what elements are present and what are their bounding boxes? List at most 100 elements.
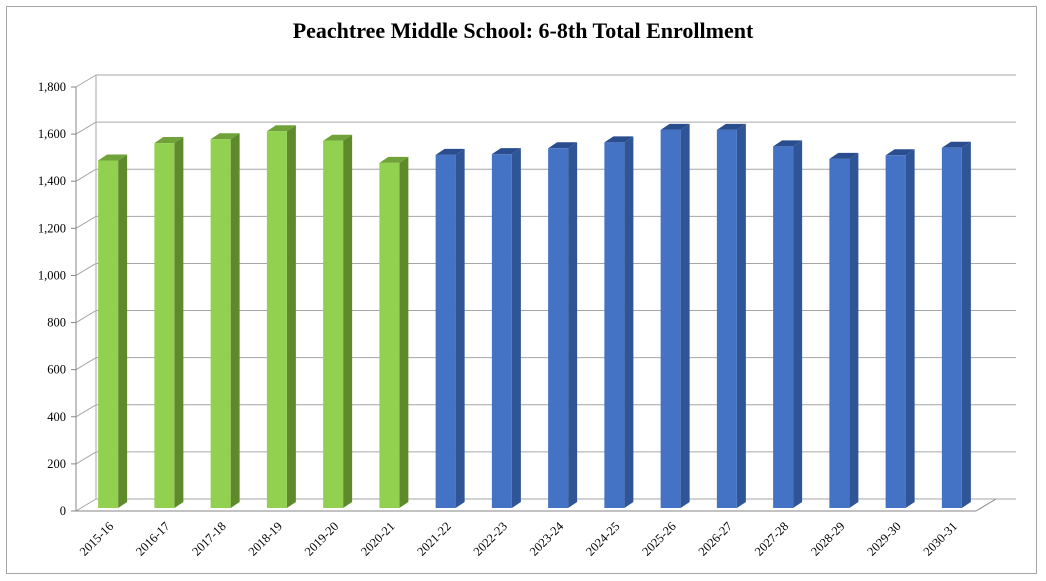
bar-side bbox=[399, 156, 409, 509]
bar-side bbox=[849, 152, 859, 508]
x-tick-label: 2024-25 bbox=[583, 519, 622, 558]
gridline-depth bbox=[75, 357, 97, 371]
y-tick-label: 1,800 bbox=[38, 80, 66, 94]
bar-top bbox=[773, 140, 803, 147]
x-tick-label: 2015-16 bbox=[77, 519, 116, 558]
gridline-depth bbox=[75, 498, 97, 512]
gridline-depth bbox=[75, 74, 97, 88]
bar-2020-21 bbox=[379, 156, 409, 509]
bar-2026-27 bbox=[716, 123, 746, 509]
bar-side bbox=[624, 136, 634, 508]
bar-top bbox=[941, 141, 971, 148]
x-tick-label: 2018-19 bbox=[246, 519, 285, 558]
bar-2018-19 bbox=[266, 125, 296, 509]
y-tick-label: 400 bbox=[47, 410, 66, 424]
bar-front bbox=[829, 158, 850, 508]
bar-top bbox=[98, 154, 128, 161]
floor-edge bbox=[975, 498, 997, 512]
bar-top bbox=[266, 125, 296, 132]
y-axis-ticks: 0 200 400 600 800 1,000 1,200 1,400 1,600 1,800 bbox=[38, 80, 66, 518]
bar-front bbox=[941, 147, 962, 509]
bar-side bbox=[230, 133, 240, 508]
bar-side bbox=[736, 123, 746, 509]
bar-side bbox=[680, 123, 690, 509]
bar-front bbox=[323, 140, 344, 508]
bar-top bbox=[829, 152, 859, 159]
x-tick-label: 2020-21 bbox=[358, 519, 397, 558]
x-tick-label: 2019-20 bbox=[302, 519, 341, 558]
gridline-depth bbox=[75, 451, 97, 465]
bar-side bbox=[343, 134, 353, 508]
bar-2027-28 bbox=[773, 140, 803, 509]
bar-front bbox=[491, 154, 512, 508]
bar-2028-29 bbox=[829, 152, 859, 508]
y-tick-label: 800 bbox=[47, 316, 66, 330]
bar-front bbox=[435, 154, 456, 508]
bar-2019-20 bbox=[323, 134, 353, 508]
y-tick-label: 1,200 bbox=[38, 221, 66, 235]
x-tick-label: 2027-28 bbox=[752, 519, 791, 558]
bar-top bbox=[210, 133, 240, 140]
bar-top bbox=[379, 156, 409, 163]
bar-2029-30 bbox=[885, 149, 915, 509]
gridline-depth bbox=[75, 215, 97, 229]
bar-side bbox=[905, 149, 915, 509]
x-tick-label: 2021-22 bbox=[414, 519, 453, 558]
x-tick-label: 2030-31 bbox=[921, 519, 960, 558]
bar-side bbox=[568, 142, 578, 508]
bar-front bbox=[660, 129, 681, 509]
gridline-depth bbox=[75, 263, 97, 276]
gridline-depth bbox=[75, 404, 97, 418]
bar-2017-18 bbox=[210, 133, 240, 508]
y-tick-label: 1,400 bbox=[38, 174, 66, 188]
bar-side bbox=[286, 125, 296, 508]
bar-2023-24 bbox=[548, 142, 578, 508]
bar-2030-31 bbox=[941, 141, 971, 509]
bar-top bbox=[716, 123, 746, 130]
x-tick-label: 2023-24 bbox=[527, 519, 567, 559]
gridline-depth bbox=[75, 121, 97, 135]
bar-side bbox=[118, 154, 128, 508]
bar-front bbox=[604, 142, 625, 508]
bar-top bbox=[604, 136, 634, 143]
bar-front bbox=[548, 148, 569, 508]
gridline-depth bbox=[75, 310, 97, 323]
bar-2021-22 bbox=[435, 148, 465, 508]
bar-front bbox=[379, 162, 400, 509]
bar-top bbox=[660, 123, 690, 130]
bar-2025-26 bbox=[660, 123, 690, 509]
bar-front bbox=[716, 129, 737, 509]
x-axis-ticks: 2015-16 2016-17 2017-18 2018-19 2019-20 2020-… bbox=[77, 519, 960, 559]
bar-top bbox=[885, 149, 915, 156]
bar-top bbox=[491, 148, 521, 155]
chart-title: Peachtree Middle School: 6-8th Total Enr… bbox=[292, 18, 754, 43]
bar-front bbox=[98, 160, 119, 508]
y-tick-label: 1,000 bbox=[38, 268, 66, 282]
bar-2016-17 bbox=[154, 137, 184, 508]
x-tick-label: 2026-27 bbox=[696, 519, 735, 558]
y-tick-label: 1,600 bbox=[38, 127, 66, 141]
bars bbox=[98, 123, 971, 509]
x-tick-label: 2017-18 bbox=[189, 519, 228, 558]
x-tick-label: 2029-30 bbox=[864, 519, 903, 558]
bar-front bbox=[154, 143, 175, 508]
x-tick-label: 2028-29 bbox=[808, 519, 847, 558]
x-tick-label: 2022-23 bbox=[471, 519, 510, 558]
gridline-depth bbox=[75, 168, 97, 182]
bar-2024-25 bbox=[604, 136, 634, 508]
y-tick-label: 600 bbox=[47, 363, 66, 377]
bar-front bbox=[773, 146, 794, 509]
x-tick-label: 2025-26 bbox=[639, 519, 678, 558]
bar-side bbox=[961, 141, 971, 509]
bar-side bbox=[511, 148, 521, 508]
bar-side bbox=[455, 148, 465, 508]
bar-2022-23 bbox=[491, 148, 521, 508]
bar-front bbox=[885, 155, 906, 509]
bar-top bbox=[548, 142, 578, 149]
bar-top bbox=[435, 148, 465, 155]
x-tick-label: 2016-17 bbox=[133, 519, 172, 558]
y-tick-label: 0 bbox=[60, 504, 66, 518]
bar-side bbox=[793, 140, 803, 509]
axes bbox=[71, 75, 997, 512]
